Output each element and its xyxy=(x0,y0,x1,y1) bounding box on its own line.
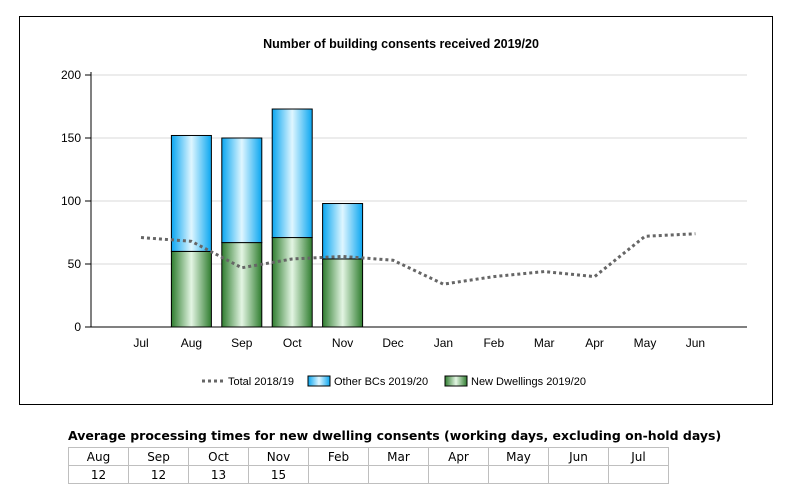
x-tick-label: Jul xyxy=(133,336,148,350)
table-month-cell: Nov xyxy=(248,447,309,466)
table-value-cell xyxy=(488,465,549,484)
table-value-row: 12 12 13 15 xyxy=(68,465,669,484)
bar-other-bcs-nov xyxy=(322,203,364,260)
bar-new-dwellings-sep xyxy=(221,242,263,328)
legend-swatch-new-dwellings xyxy=(444,375,468,387)
table-value-cell xyxy=(428,465,489,484)
table-value-cell xyxy=(368,465,429,484)
table-month-cell: Jun xyxy=(548,447,609,466)
bar-other-bcs-oct xyxy=(271,108,313,239)
legend-label: Other BCs 2019/20 xyxy=(334,376,428,388)
bar-new-dwellings-aug xyxy=(170,250,212,328)
chart: Number of building consents received 201… xyxy=(61,37,747,388)
table-month-cell: Aug xyxy=(68,447,129,466)
table-month-cell: Mar xyxy=(368,447,429,466)
table-month-cell: Oct xyxy=(188,447,249,466)
x-tick-label: Dec xyxy=(382,336,403,350)
x-tick-label: Feb xyxy=(483,336,504,350)
x-tick-label: Mar xyxy=(534,336,555,350)
legend-label: New Dwellings 2019/20 xyxy=(471,376,586,388)
table-month-cell: Jul xyxy=(608,447,669,466)
y-tick-label: 150 xyxy=(61,131,81,145)
x-tick-label: Nov xyxy=(332,336,353,350)
line-total-2018-19 xyxy=(140,232,696,286)
x-tick-label: Jan xyxy=(434,336,453,350)
table-value-cell xyxy=(548,465,609,484)
table-month-cell: Feb xyxy=(308,447,369,466)
table-header-row: Aug Sep Oct Nov Feb Mar Apr May Jun Jul xyxy=(68,447,669,466)
bar-new-dwellings-nov xyxy=(322,258,364,328)
legend-swatch-other-bcs xyxy=(307,375,331,387)
y-tick-label: 50 xyxy=(68,257,82,271)
table-month-cell: Sep xyxy=(128,447,189,466)
legend: Total 2018/19 Other BCs 2019/20 New Dwelli… xyxy=(202,375,586,388)
table-value-cell xyxy=(608,465,669,484)
processing-times-table: Aug Sep Oct Nov Feb Mar Apr May Jun Jul 12 12 13 15 xyxy=(68,447,669,484)
bar-other-bcs-sep xyxy=(221,137,263,244)
chart-title: Number of building consents received 201… xyxy=(263,37,539,51)
y-tick-label: 0 xyxy=(74,320,81,334)
y-tick-label: 200 xyxy=(61,68,81,82)
x-tick-label: Aug xyxy=(181,336,202,350)
chart-frame: Number of building consents received 201… xyxy=(19,16,773,405)
legend-label: Total 2018/19 xyxy=(228,376,294,388)
x-tick-label: May xyxy=(634,336,657,350)
bar-other-bcs-aug xyxy=(170,134,212,252)
bar-new-dwellings-oct xyxy=(271,237,313,328)
table-value-cell xyxy=(308,465,369,484)
table-value-cell: 13 xyxy=(188,465,249,484)
y-tick-label: 100 xyxy=(61,194,81,208)
x-tick-label: Oct xyxy=(283,336,302,350)
table-caption: Average processing times for new dwellin… xyxy=(68,428,722,443)
x-tick-label: Sep xyxy=(231,336,253,350)
table-value-cell: 15 xyxy=(248,465,309,484)
table-month-cell: May xyxy=(488,447,549,466)
table-value-cell: 12 xyxy=(68,465,129,484)
x-tick-label: Apr xyxy=(585,336,604,350)
table-value-cell: 12 xyxy=(128,465,189,484)
table-month-cell: Apr xyxy=(428,447,489,466)
x-tick-label: Jun xyxy=(686,336,705,350)
